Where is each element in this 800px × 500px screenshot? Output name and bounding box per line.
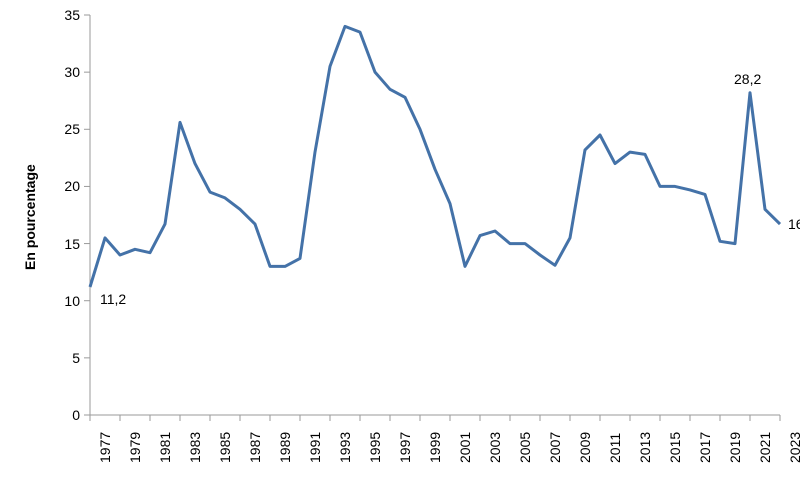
x-tick-label: 1979 xyxy=(127,432,143,463)
point-label: 16,7 xyxy=(788,216,800,232)
x-tick-label: 1995 xyxy=(367,432,383,463)
point-label: 11,2 xyxy=(100,291,126,307)
x-tick-label: 2017 xyxy=(697,432,713,463)
y-tick-label: 35 xyxy=(40,7,80,23)
y-tick-label: 25 xyxy=(40,121,80,137)
x-tick-label: 1977 xyxy=(97,432,113,463)
y-tick-label: 15 xyxy=(40,236,80,252)
x-tick-label: 1981 xyxy=(157,432,173,463)
x-tick-label: 1999 xyxy=(427,432,443,463)
series-line xyxy=(90,26,780,287)
x-tick-label: 2003 xyxy=(487,432,503,463)
y-tick-label: 30 xyxy=(40,64,80,80)
y-tick-label: 0 xyxy=(40,407,80,423)
x-tick-label: 2007 xyxy=(547,432,563,463)
x-tick-label: 2001 xyxy=(457,432,473,463)
y-axis-title: En pourcentage xyxy=(22,164,38,270)
x-tick-label: 2013 xyxy=(637,432,653,463)
x-tick-label: 2023 xyxy=(787,432,800,463)
line-chart: 0 5 10 15 20 25 30 35 1977 1979 1981 1983 1985 1987 19… xyxy=(0,0,800,500)
x-tick-label: 1987 xyxy=(247,432,263,463)
x-tick-label: 1983 xyxy=(187,432,203,463)
x-tick-label: 2019 xyxy=(727,432,743,463)
x-tick-label: 1997 xyxy=(397,432,413,463)
y-tick-label: 10 xyxy=(40,293,80,309)
x-tick-label: 2015 xyxy=(667,432,683,463)
y-tick-label: 5 xyxy=(40,350,80,366)
x-tick-label: 1991 xyxy=(307,432,323,463)
x-tick-label: 2009 xyxy=(577,432,593,463)
x-tick-label: 1993 xyxy=(337,432,353,463)
x-tick-label: 2005 xyxy=(517,432,533,463)
x-tick-label: 1985 xyxy=(217,432,233,463)
x-tick-label: 2011 xyxy=(607,433,623,463)
y-tick-label: 20 xyxy=(40,178,80,194)
point-label: 28,2 xyxy=(734,71,761,87)
x-tick-label: 1989 xyxy=(277,432,293,463)
x-tick-label: 2021 xyxy=(757,432,773,463)
